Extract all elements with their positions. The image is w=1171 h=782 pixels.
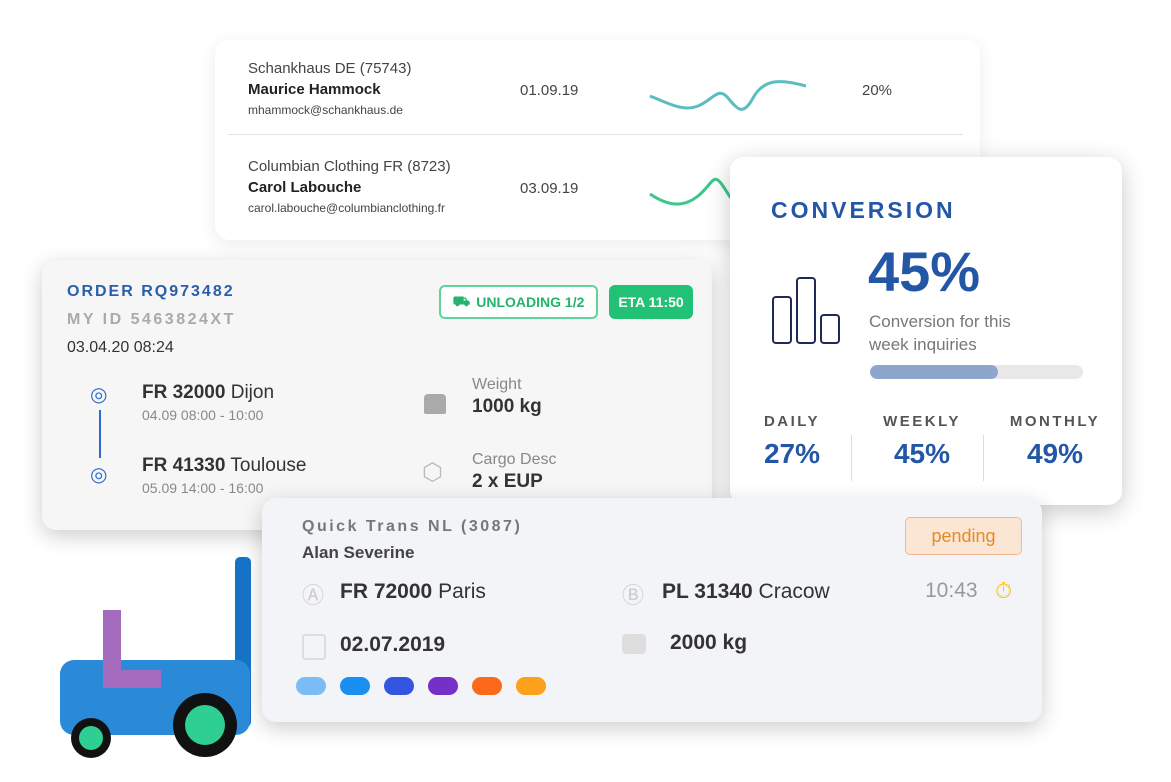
status-badge: pending xyxy=(905,517,1022,555)
date: 03.09.19 xyxy=(520,180,579,197)
stopwatch-icon: ⏱ xyxy=(995,578,1013,603)
shipment-card[interactable]: Quick Trans NL (3087) Alan Severine pend… xyxy=(262,498,1042,722)
conversion-progress xyxy=(870,365,1083,379)
route-line xyxy=(99,410,101,458)
cargo: Cargo Desc 2 x EUP xyxy=(472,451,557,492)
bar-chart-icon xyxy=(772,277,840,344)
email: carol.labouche@columbianclothing.fr xyxy=(248,201,445,215)
order-timestamp: 03.04.20 08:24 xyxy=(67,339,174,356)
pin-b-icon: Ⓑ xyxy=(622,583,645,608)
stage-dot xyxy=(340,677,370,695)
contact-name: Maurice Hammock xyxy=(248,81,381,98)
order-card[interactable]: ORDER RQ973482 MY ID 5463824XT 03.04.20 … xyxy=(42,260,712,530)
company: Columbian Clothing FR (8723) xyxy=(248,158,451,175)
origin: FR 72000 Paris xyxy=(340,580,486,603)
conversion-card: CONVERSION 45% Conversion for this week … xyxy=(730,157,1122,505)
stage-dot xyxy=(472,677,502,695)
email: mhammock@schankhaus.de xyxy=(248,103,403,117)
weight: 2000 kg xyxy=(670,631,748,654)
destination: PL 31340 Cracow xyxy=(662,580,830,603)
stat-daily: DAILY 27% xyxy=(763,413,821,469)
calendar-icon xyxy=(302,634,326,660)
destination: FR 41330 Toulouse 05.09 14:00 - 16:00 xyxy=(142,455,307,496)
dropoff-icon: ◎ xyxy=(90,464,108,486)
time: 10:43 xyxy=(925,579,978,602)
order-id: ORDER RQ973482 xyxy=(67,283,235,300)
weight-icon xyxy=(622,634,646,654)
my-id: MY ID 5463824XT xyxy=(67,311,236,328)
eta-badge: ETA 11:50 xyxy=(609,285,693,319)
contact-name: Alan Severine xyxy=(302,543,415,562)
contact-name: Carol Labouche xyxy=(248,179,362,196)
weight: Weight 1000 kg xyxy=(472,376,542,417)
stage-dot xyxy=(516,677,546,695)
company: Schankhaus DE (75743) xyxy=(248,60,412,77)
customer-list: Schankhaus DE (75743) Maurice Hammock mh… xyxy=(215,40,980,240)
conversion-value: 45% xyxy=(868,240,981,303)
sparkline xyxy=(649,80,807,111)
forklift-icon: ⛟ xyxy=(452,292,471,309)
percent: 20% xyxy=(862,82,893,99)
stage-dot xyxy=(384,677,414,695)
stage-dot xyxy=(428,677,458,695)
pickup-icon: ◎ xyxy=(90,384,108,406)
company: Quick Trans NL (3087) xyxy=(302,518,523,535)
weight-icon xyxy=(424,394,446,414)
date: 01.09.19 xyxy=(520,82,579,99)
origin: FR 32000 Dijon 04.09 08:00 - 10:00 xyxy=(142,382,275,423)
forklift-illustration xyxy=(60,557,251,758)
conversion-title: CONVERSION xyxy=(771,197,956,223)
stat-monthly: MONTHLY 49% xyxy=(1009,413,1101,469)
stat-weekly: WEEKLY 45% xyxy=(883,413,961,469)
stage-dot xyxy=(296,677,326,695)
customer-row[interactable]: Schankhaus DE (75743) Maurice Hammock mh… xyxy=(248,60,968,140)
customer-row[interactable]: Columbian Clothing FR (8723) Carol Labou… xyxy=(248,158,968,238)
pin-a-icon: Ⓐ xyxy=(302,583,325,608)
conversion-description: Conversion for this week inquiries xyxy=(869,312,1011,354)
box-icon: ⬡ xyxy=(422,459,443,486)
date: 02.07.2019 xyxy=(340,633,446,656)
unloading-badge: ⛟ UNLOADING 1/2 xyxy=(439,285,598,319)
stage-indicators xyxy=(296,677,546,695)
divider xyxy=(228,134,963,135)
